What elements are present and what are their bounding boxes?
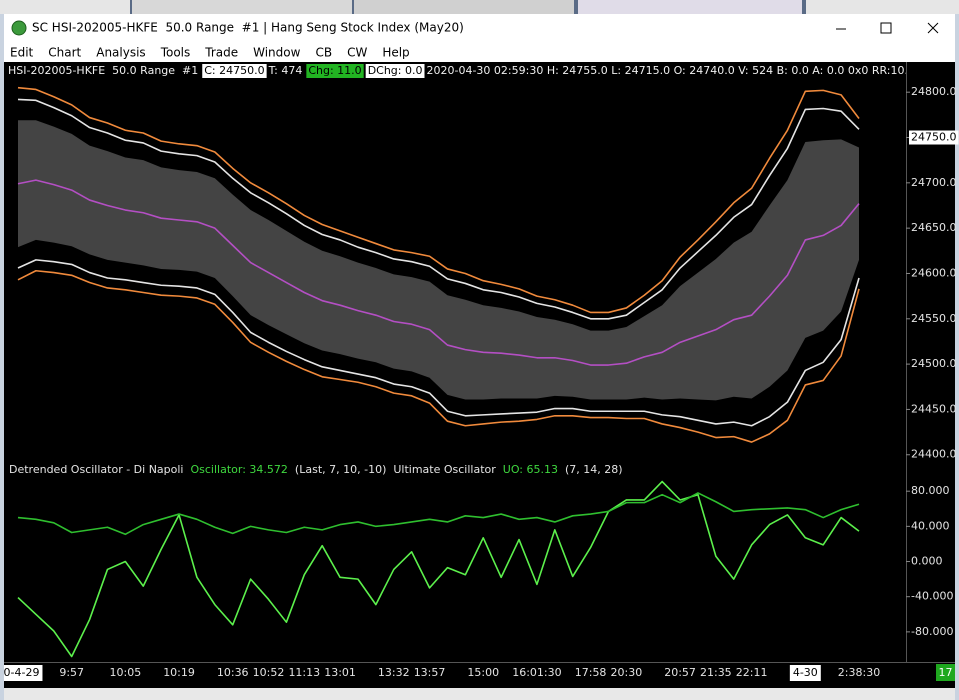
date-highlight	[789, 665, 821, 681]
info-text: HSI-202005-HKFE 50.0 Range #1	[8, 64, 198, 77]
price-highlight	[909, 130, 959, 145]
app-icon	[11, 20, 27, 36]
info-text: C: 24750.0	[204, 64, 264, 77]
y-tick-label: -80.000	[911, 625, 953, 638]
x-tick-label: 21:35	[700, 666, 732, 679]
y-tick-label: 24600.0	[911, 266, 957, 279]
menu-item[interactable]: Edit	[10, 46, 34, 60]
x-tick-label: 13:01	[324, 666, 356, 679]
study-header: Oscillator: 34.572	[191, 463, 288, 476]
info-bar: HSI-202005-HKFE 50.0 Range #1 C: 24750.0 T…	[8, 64, 959, 78]
price-axis	[906, 62, 955, 662]
series-line	[17, 492, 860, 536]
y-tick-label: 24750.0	[911, 131, 957, 144]
x-tick-label: 9:57	[59, 666, 84, 679]
x-tick-label: 13:57	[414, 666, 446, 679]
tab	[578, 0, 802, 14]
y-tick-label: 24800.0	[911, 85, 957, 98]
x-tick-label: 4-30	[793, 666, 818, 679]
y-tick-label: 24650.0	[911, 221, 957, 234]
study-header: (Last, 7, 10, -10)	[295, 463, 386, 476]
menu-item[interactable]: Chart	[48, 46, 81, 60]
time-labels: 20-4-29 9:57 10:05 10:19 10:36 10:52 11:13 13:0…	[0, 665, 880, 681]
x-tick-label: 22:11	[736, 666, 768, 679]
y-tick-label: 80.000	[911, 484, 950, 497]
x-tick-label: 10:19	[163, 666, 195, 679]
info-text: T: 474	[268, 64, 303, 77]
study-header: Detrended Oscillator - Di Napoli	[9, 463, 184, 476]
series-line	[17, 480, 860, 658]
x-tick-label: 10:05	[110, 666, 142, 679]
info-text: Chg: 11.0	[308, 64, 361, 77]
menu-item[interactable]: Trade	[204, 46, 238, 60]
band-area	[18, 120, 859, 401]
series-line	[17, 259, 860, 427]
tab	[806, 0, 959, 14]
x-tick-label: 2:38:30	[838, 666, 880, 679]
x-tick-label: 20:57	[664, 666, 696, 679]
y-tick-label: 24500.0	[911, 357, 957, 370]
menu-item[interactable]: Analysis	[96, 46, 145, 60]
menu-item[interactable]: CB	[315, 46, 332, 60]
tab	[354, 0, 574, 14]
x-tick-label: 20-4-29	[0, 666, 39, 679]
study-header: UO: 65.13	[503, 463, 558, 476]
x-tick-label: 17:58	[575, 666, 607, 679]
tab	[0, 0, 130, 14]
x-tick-label: 16:01:30	[512, 666, 561, 679]
menu-item[interactable]: Tools	[160, 46, 191, 60]
series-line	[17, 98, 860, 320]
oscillator-pane	[17, 480, 860, 658]
y-tick-label: 0.000	[911, 555, 943, 568]
status-label: 17	[939, 666, 953, 679]
x-tick-label: 11:13	[288, 666, 320, 679]
menu-item[interactable]: Help	[382, 46, 409, 60]
maximize-button[interactable]	[880, 22, 892, 34]
status-box	[936, 664, 955, 681]
series-line	[17, 179, 860, 366]
study-header: Ultimate Oscillator	[393, 463, 496, 476]
x-tick-label: 15:00	[467, 666, 499, 679]
info-box	[306, 64, 364, 78]
tab	[132, 0, 352, 14]
y-tick-label: 24400.0	[911, 448, 957, 461]
menu-item[interactable]: Window	[253, 46, 301, 60]
info-text: DChg: 0.0	[368, 64, 423, 77]
y-tick-label: 24550.0	[911, 312, 957, 325]
y-tick-label: 40.000	[911, 519, 950, 532]
y-tick-label: 24700.0	[911, 176, 957, 189]
price-pane	[17, 86, 860, 443]
x-tick-label: 10:36	[217, 666, 249, 679]
window-title: SC HSI-202005-HKFE 50.0 Range #1 | Hang …	[32, 21, 464, 35]
info-box	[202, 64, 267, 78]
menu-item[interactable]: CW	[347, 46, 367, 60]
x-tick-label: 20:30	[611, 666, 643, 679]
series-line	[17, 86, 860, 314]
status-bar	[4, 688, 955, 700]
info-box	[365, 64, 425, 78]
y-tick-label: 24450.0	[911, 402, 957, 415]
x-tick-label: 10:52	[253, 666, 285, 679]
date-highlight	[4, 665, 43, 681]
close-button[interactable]	[927, 22, 939, 34]
info-text: 2020-04-30 02:59:30 H: 24755.0 L: 24715.…	[427, 64, 959, 77]
study-header: (7, 14, 28)	[565, 463, 623, 476]
y-tick-label: -40.000	[911, 590, 953, 603]
series-line	[17, 269, 860, 443]
x-tick-label: 13:32	[378, 666, 410, 679]
